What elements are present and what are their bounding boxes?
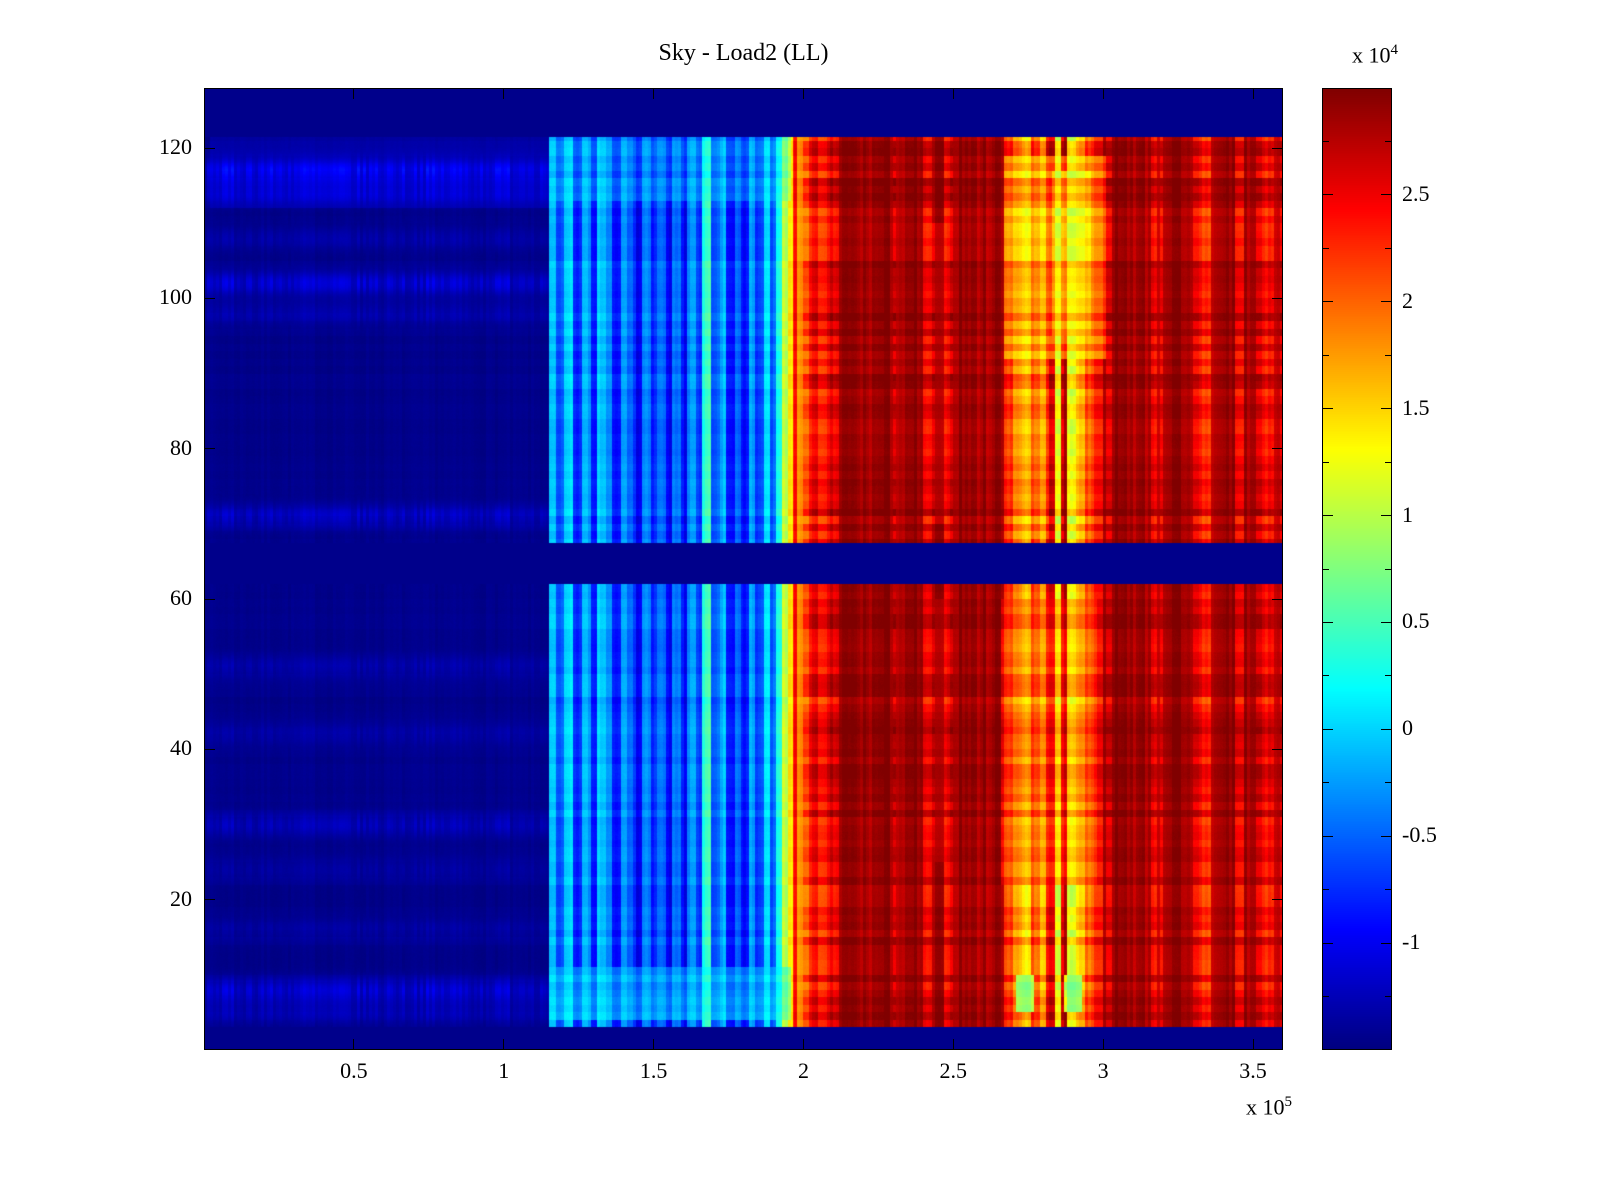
y-tick-mark xyxy=(1272,598,1282,600)
cb-tick-mark xyxy=(1385,675,1391,677)
cb-tick-mark xyxy=(1323,140,1329,142)
x-tick-mark xyxy=(353,89,355,99)
cb-scale-mantissa: x 10 xyxy=(1352,42,1391,68)
cb-tick-mark xyxy=(1381,408,1391,410)
cb-tick-mark xyxy=(1323,301,1333,303)
x-tick-mark xyxy=(952,89,954,99)
cb-tick-mark xyxy=(1323,247,1329,249)
x-scale-exponent: 5 xyxy=(1284,1094,1293,1110)
x-scale-mantissa: x 10 xyxy=(1246,1094,1285,1120)
cb-tick-mark xyxy=(1385,354,1391,356)
cb-tick-mark xyxy=(1323,889,1329,891)
x-tick-mark xyxy=(353,1039,355,1049)
x-tick-label: 3 xyxy=(1097,1058,1109,1083)
cb-tick-mark xyxy=(1381,621,1391,623)
x-tick-label: 1.5 xyxy=(639,1058,668,1083)
y-tick-mark xyxy=(1272,448,1282,450)
y-tick-mark xyxy=(205,598,215,600)
cb-scale-exponent: 4 xyxy=(1390,42,1399,58)
colorbar-tick-label: 0.5 xyxy=(1402,608,1430,634)
cb-tick-mark xyxy=(1323,408,1333,410)
cb-tick-mark xyxy=(1385,461,1391,463)
colorbar-tick-label: -1 xyxy=(1402,929,1421,955)
cb-tick-mark xyxy=(1381,942,1391,944)
x-tick-label: 3.5 xyxy=(1239,1058,1267,1083)
y-tick-mark xyxy=(1272,748,1282,750)
cb-tick-mark xyxy=(1381,194,1391,196)
y-tick-mark xyxy=(205,147,215,149)
y-tick-label: 20 xyxy=(170,885,192,911)
y-tick-mark xyxy=(205,899,215,901)
cb-tick-mark xyxy=(1385,247,1391,249)
x-tick-mark xyxy=(503,1039,505,1049)
y-tick-label: 80 xyxy=(170,434,192,460)
cb-tick-mark xyxy=(1323,515,1333,517)
cb-tick-mark xyxy=(1381,835,1391,837)
y-tick-mark xyxy=(205,448,215,450)
y-tick-mark xyxy=(1272,899,1282,901)
x-tick-mark xyxy=(802,89,804,99)
cb-tick-mark xyxy=(1323,835,1333,837)
cb-tick-mark xyxy=(1381,515,1391,517)
y-tick-mark xyxy=(205,297,215,299)
x-tick-mark xyxy=(653,1039,655,1049)
x-tick-mark xyxy=(952,1039,954,1049)
x-tick-mark xyxy=(802,1039,804,1049)
cb-tick-mark xyxy=(1381,301,1391,303)
colorbar xyxy=(1322,88,1392,1050)
colorbar-tick-label: 1.5 xyxy=(1402,394,1430,420)
cb-tick-mark xyxy=(1323,461,1329,463)
cb-tick-mark xyxy=(1323,675,1329,677)
x-axis-scale-label: x 105 xyxy=(1180,1094,1292,1120)
cb-tick-mark xyxy=(1323,568,1329,570)
x-tick-label: 0.5 xyxy=(340,1058,368,1083)
cb-tick-mark xyxy=(1323,996,1329,998)
x-tick-mark xyxy=(1102,1039,1104,1049)
cb-tick-mark xyxy=(1385,782,1391,784)
x-tick-label: 1 xyxy=(498,1058,510,1083)
x-tick-label: 2.5 xyxy=(939,1058,968,1083)
colorbar-tick-label: 2.5 xyxy=(1402,180,1430,206)
x-tick-mark xyxy=(1252,89,1254,99)
x-tick-label: 2 xyxy=(797,1058,809,1083)
y-tick-mark xyxy=(205,748,215,750)
chart-title: Sky - Load2 (LL) xyxy=(658,40,829,66)
colorbar-tick-label: -0.5 xyxy=(1402,822,1437,848)
y-tick-label: 100 xyxy=(159,284,192,310)
cb-tick-mark xyxy=(1323,782,1329,784)
cb-tick-mark xyxy=(1323,942,1333,944)
y-tick-mark xyxy=(1272,297,1282,299)
x-tick-mark xyxy=(503,89,505,99)
colorbar-scale-label: x 104 xyxy=(1352,42,1462,68)
colorbar-tick-label: 2 xyxy=(1402,287,1413,313)
y-tick-label: 120 xyxy=(159,134,192,160)
x-tick-mark xyxy=(1252,1039,1254,1049)
cb-tick-mark xyxy=(1385,568,1391,570)
colorbar-canvas xyxy=(1322,88,1392,1050)
y-tick-label: 60 xyxy=(170,585,192,611)
y-tick-label: 40 xyxy=(170,735,192,761)
cb-tick-mark xyxy=(1385,140,1391,142)
colorbar-tick-label: 1 xyxy=(1402,501,1413,527)
cb-tick-mark xyxy=(1323,621,1333,623)
cb-tick-mark xyxy=(1385,996,1391,998)
cb-tick-mark xyxy=(1323,354,1329,356)
heatmap-canvas xyxy=(204,88,1283,1050)
cb-tick-mark xyxy=(1323,728,1333,730)
colorbar-tick-label: 0 xyxy=(1402,715,1413,741)
x-tick-mark xyxy=(653,89,655,99)
x-tick-mark xyxy=(1102,89,1104,99)
cb-tick-mark xyxy=(1385,889,1391,891)
cb-tick-mark xyxy=(1323,194,1333,196)
plot-area xyxy=(204,88,1283,1050)
y-tick-mark xyxy=(1272,147,1282,149)
cb-tick-mark xyxy=(1381,728,1391,730)
